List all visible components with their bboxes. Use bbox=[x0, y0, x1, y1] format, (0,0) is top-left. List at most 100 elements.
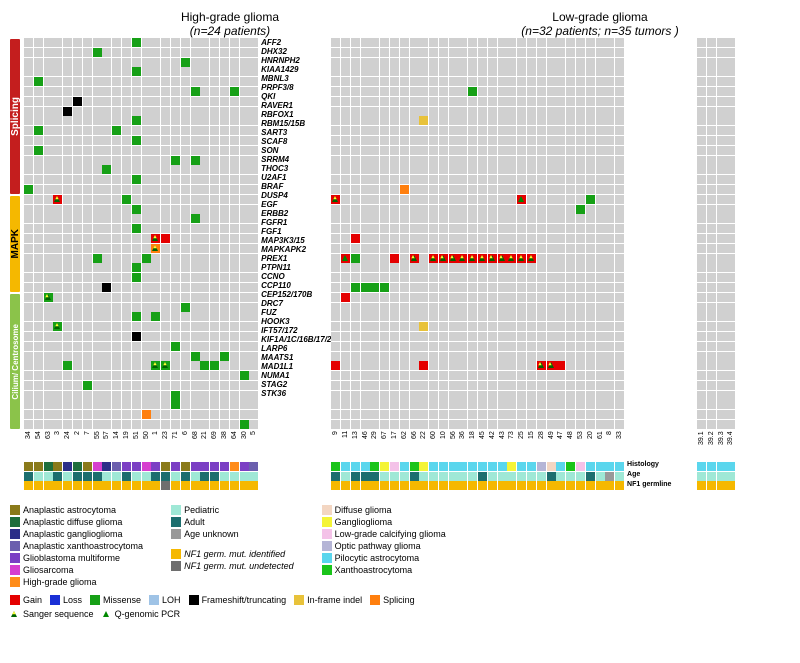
cell bbox=[478, 38, 487, 47]
cell bbox=[331, 224, 340, 233]
cell bbox=[44, 234, 53, 243]
cell bbox=[230, 224, 239, 233]
cell bbox=[34, 312, 43, 321]
cell bbox=[697, 312, 706, 321]
cell bbox=[390, 263, 399, 272]
cell bbox=[615, 126, 624, 135]
anno-row-age bbox=[24, 472, 259, 481]
cell bbox=[380, 244, 389, 253]
cell bbox=[341, 107, 350, 116]
cell bbox=[63, 87, 72, 96]
cell bbox=[102, 165, 111, 174]
anno-row-nf1 bbox=[697, 481, 736, 490]
anno-cell bbox=[351, 472, 360, 481]
cell bbox=[161, 97, 170, 106]
cell bbox=[63, 58, 72, 67]
cell bbox=[726, 312, 735, 321]
cell bbox=[586, 58, 595, 67]
cell bbox=[488, 391, 497, 400]
cell bbox=[576, 342, 585, 351]
cell bbox=[44, 283, 53, 292]
cell bbox=[527, 352, 536, 361]
cell bbox=[517, 116, 526, 125]
cell bbox=[697, 263, 706, 272]
cell bbox=[717, 420, 726, 429]
legend-item: Pilocytic astrocytoma bbox=[322, 553, 446, 563]
cell bbox=[390, 322, 399, 331]
cell bbox=[537, 214, 546, 223]
cell bbox=[24, 77, 33, 86]
cell bbox=[400, 312, 409, 321]
anno-cell bbox=[361, 462, 370, 471]
gene-label: FGF1 bbox=[261, 227, 331, 236]
cell bbox=[210, 420, 219, 429]
anno-cell bbox=[210, 481, 219, 490]
cell bbox=[370, 87, 379, 96]
cell bbox=[230, 263, 239, 272]
cell bbox=[498, 146, 507, 155]
cell bbox=[419, 420, 428, 429]
cell bbox=[566, 322, 575, 331]
col-label: 15 bbox=[527, 431, 537, 453]
cell bbox=[498, 165, 507, 174]
cell bbox=[210, 303, 219, 312]
cell bbox=[419, 342, 428, 351]
cell bbox=[102, 107, 111, 116]
cell bbox=[361, 410, 370, 419]
cell bbox=[210, 126, 219, 135]
cell bbox=[361, 234, 370, 243]
cell bbox=[707, 126, 716, 135]
cell bbox=[341, 156, 350, 165]
cell bbox=[478, 381, 487, 390]
cell bbox=[390, 224, 399, 233]
cell bbox=[478, 254, 487, 263]
cell bbox=[44, 116, 53, 125]
cell bbox=[230, 107, 239, 116]
cell bbox=[507, 214, 516, 223]
cell bbox=[93, 146, 102, 155]
cell bbox=[331, 273, 340, 282]
cell bbox=[220, 97, 229, 106]
cell bbox=[102, 156, 111, 165]
cell bbox=[390, 77, 399, 86]
cell bbox=[112, 312, 121, 321]
cell bbox=[615, 205, 624, 214]
cell bbox=[537, 185, 546, 194]
cell bbox=[586, 77, 595, 86]
cell bbox=[517, 156, 526, 165]
cell bbox=[458, 342, 467, 351]
cell bbox=[458, 371, 467, 380]
cell bbox=[717, 234, 726, 243]
cell bbox=[380, 175, 389, 184]
cell bbox=[191, 371, 200, 380]
cell bbox=[161, 244, 170, 253]
cell bbox=[390, 312, 399, 321]
cell bbox=[566, 195, 575, 204]
cell bbox=[537, 165, 546, 174]
cell bbox=[34, 185, 43, 194]
anno-cell bbox=[63, 462, 72, 471]
cell bbox=[707, 116, 716, 125]
cell bbox=[429, 136, 438, 145]
cell bbox=[63, 352, 72, 361]
cell bbox=[507, 48, 516, 57]
cell bbox=[249, 97, 258, 106]
cell bbox=[596, 410, 605, 419]
cell bbox=[726, 136, 735, 145]
anno-cell bbox=[547, 481, 556, 490]
cell bbox=[410, 48, 419, 57]
cell bbox=[576, 381, 585, 390]
cell bbox=[468, 254, 477, 263]
cell bbox=[439, 400, 448, 409]
cell bbox=[73, 224, 82, 233]
cell bbox=[449, 283, 458, 292]
cell bbox=[707, 273, 716, 282]
cell bbox=[596, 67, 605, 76]
anno-cell bbox=[507, 472, 516, 481]
cell bbox=[400, 116, 409, 125]
cell bbox=[537, 234, 546, 243]
cell bbox=[34, 381, 43, 390]
cell bbox=[556, 381, 565, 390]
cell bbox=[191, 195, 200, 204]
cell bbox=[380, 371, 389, 380]
